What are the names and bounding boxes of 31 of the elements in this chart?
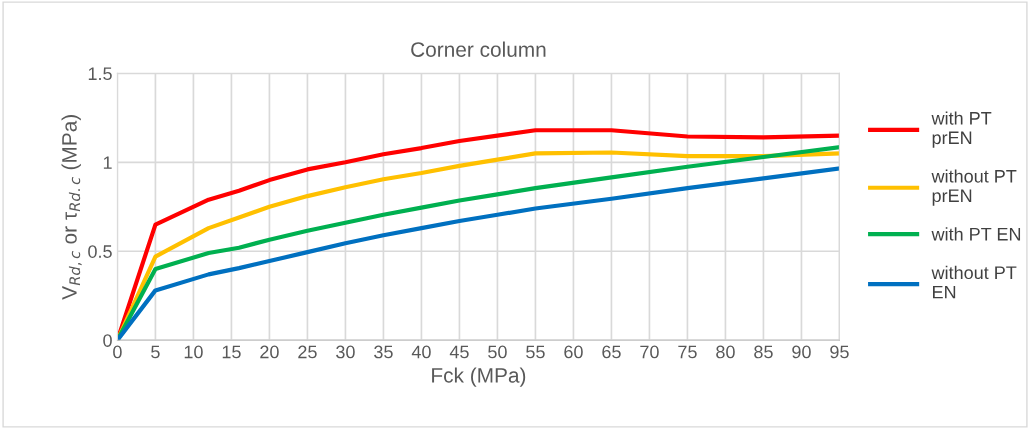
x-tick-label: 55 [526, 345, 545, 359]
x-tick-label: 5 [151, 345, 160, 359]
y-tick-label: 1.5 [88, 67, 112, 81]
x-tick-label: 75 [678, 345, 697, 359]
y-tick-label: 0.5 [88, 245, 112, 258]
x-tick-label: 80 [716, 345, 735, 359]
chart-title: Corner column [411, 41, 546, 57]
x-tick-label: 90 [792, 345, 811, 359]
y-tick-label: 0 [103, 334, 112, 347]
x-tick-label: 60 [564, 345, 583, 359]
x-tick-label: 10 [184, 345, 203, 359]
x-axis-title: Fck (MPa) [432, 367, 526, 387]
x-tick-label: 95 [830, 345, 849, 359]
legend-label: with PT EN [931, 227, 1021, 241]
x-tick-label: 50 [488, 345, 507, 359]
x-tick-label: 0 [113, 345, 122, 359]
x-tick-label: 65 [602, 345, 621, 359]
legend-label: without PT EN [931, 265, 1017, 299]
x-tick-label: 30 [336, 345, 355, 359]
x-tick-label: 35 [374, 345, 393, 359]
legend-label: without PT prEN [931, 169, 1017, 206]
x-tick-label: 20 [260, 345, 279, 359]
x-tick-label: 40 [411, 345, 431, 359]
x-tick-label: 15 [222, 345, 241, 359]
x-tick-label: 45 [449, 345, 469, 359]
y-axis-title: V$_{Rd,c}$ or τ$_{Rd.c}$ (MPa) [61, 115, 82, 300]
legend-label: with PT prEN [931, 111, 992, 148]
y-tick-label: 1 [103, 156, 112, 169]
x-tick-label: 70 [640, 345, 659, 359]
x-tick-label: 85 [754, 345, 773, 359]
x-tick-label: 25 [298, 345, 317, 359]
